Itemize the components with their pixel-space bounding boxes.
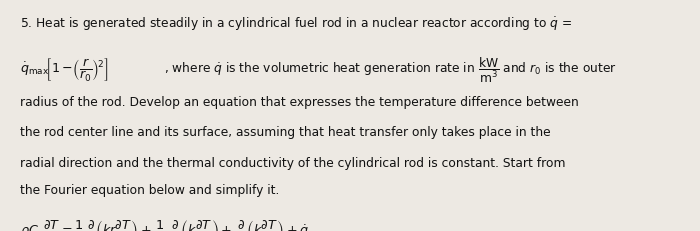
- Text: , where $\dot{q}$ is the volumetric heat generation rate in $\dfrac{\mathrm{kW}}: , where $\dot{q}$ is the volumetric heat…: [164, 55, 617, 84]
- Text: the rod center line and its surface, assuming that heat transfer only takes plac: the rod center line and its surface, ass…: [20, 126, 550, 139]
- Text: the Fourier equation below and simplify it.: the Fourier equation below and simplify …: [20, 184, 279, 197]
- Text: radial direction and the thermal conductivity of the cylindrical rod is constant: radial direction and the thermal conduct…: [20, 156, 565, 169]
- Text: $\dot{q}_{\mathrm{max}}\!\left[1-\!\left(\dfrac{r}{r_0}\right)^{\!2}\right]$: $\dot{q}_{\mathrm{max}}\!\left[1-\!\left…: [20, 55, 108, 82]
- Text: 5. Heat is generated steadily in a cylindrical fuel rod in a nuclear reactor acc: 5. Heat is generated steadily in a cylin…: [20, 15, 572, 32]
- Text: radius of the rod. Develop an equation that expresses the temperature difference: radius of the rod. Develop an equation t…: [20, 96, 578, 109]
- Text: $\rho C_p \dfrac{\partial T}{\partial t} = \dfrac{1}{r}\dfrac{\partial}{\partial: $\rho C_p \dfrac{\partial T}{\partial t}…: [20, 218, 309, 231]
